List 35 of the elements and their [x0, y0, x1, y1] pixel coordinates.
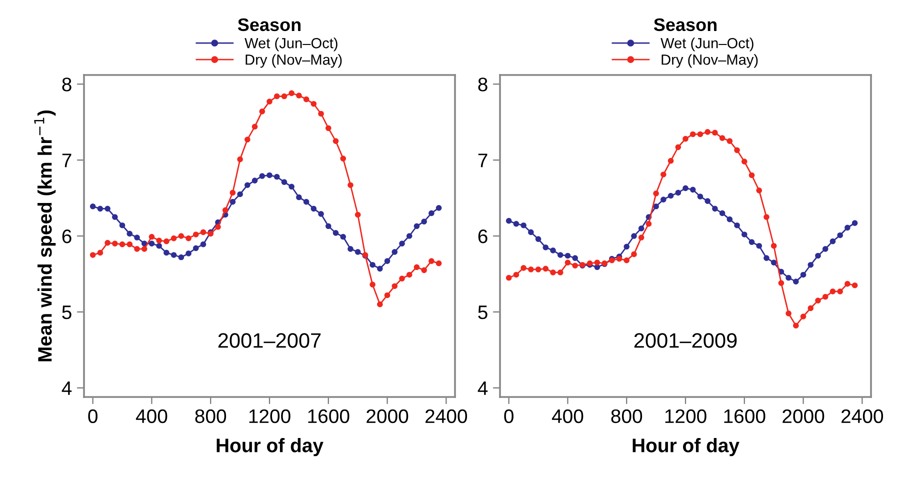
- y-tick-label: 5: [478, 306, 488, 320]
- y-tick-label: 4: [478, 382, 488, 395]
- x-axis-title: Hour of day: [632, 438, 740, 456]
- y-tick-label: 7: [478, 154, 488, 168]
- y-tick-label: 6: [478, 229, 488, 244]
- legend-label: Dry (Nov–May): [246, 54, 342, 68]
- x-tick-label: 800: [195, 409, 226, 424]
- legend-label: Dry (Nov–May): [662, 54, 758, 68]
- y-tick-label: 7: [62, 154, 72, 168]
- x-tick-label: 2400: [842, 409, 884, 424]
- y-axis-title: Mean wind speed (km hr$^{−1}$): [34, 110, 56, 362]
- legend-label: Wet (Jun–Oct): [244, 38, 338, 52]
- x-tick-label: 0: [504, 409, 514, 424]
- x-axis-title: Hour of day: [216, 438, 324, 456]
- legend-title: Season: [654, 18, 716, 32]
- y-tick-label: 5: [62, 306, 72, 320]
- y-tick-label: 6: [62, 229, 72, 244]
- annotation: 2001–2007: [218, 333, 321, 348]
- legend-title: Season: [238, 18, 300, 32]
- y-tick-label: 4: [62, 382, 72, 395]
- x-tick-label: 1200: [665, 409, 706, 424]
- y-tick-label: 8: [62, 78, 72, 92]
- annotation: 2001–2009: [634, 333, 737, 348]
- legend-label: Wet (Jun–Oct): [660, 38, 754, 52]
- x-tick-label: 1200: [249, 409, 290, 424]
- x-tick-label: 1600: [724, 409, 766, 424]
- y-tick-label: 8: [478, 78, 488, 92]
- x-tick-label: 400: [552, 409, 584, 424]
- x-tick-label: 800: [611, 409, 642, 424]
- x-tick-label: 1600: [308, 409, 350, 424]
- x-tick-label: 0: [88, 409, 98, 424]
- x-tick-label: 400: [136, 409, 168, 424]
- x-tick-label: 2000: [782, 409, 824, 424]
- x-tick-label: 2000: [366, 409, 408, 424]
- x-tick-label: 2400: [426, 409, 468, 424]
